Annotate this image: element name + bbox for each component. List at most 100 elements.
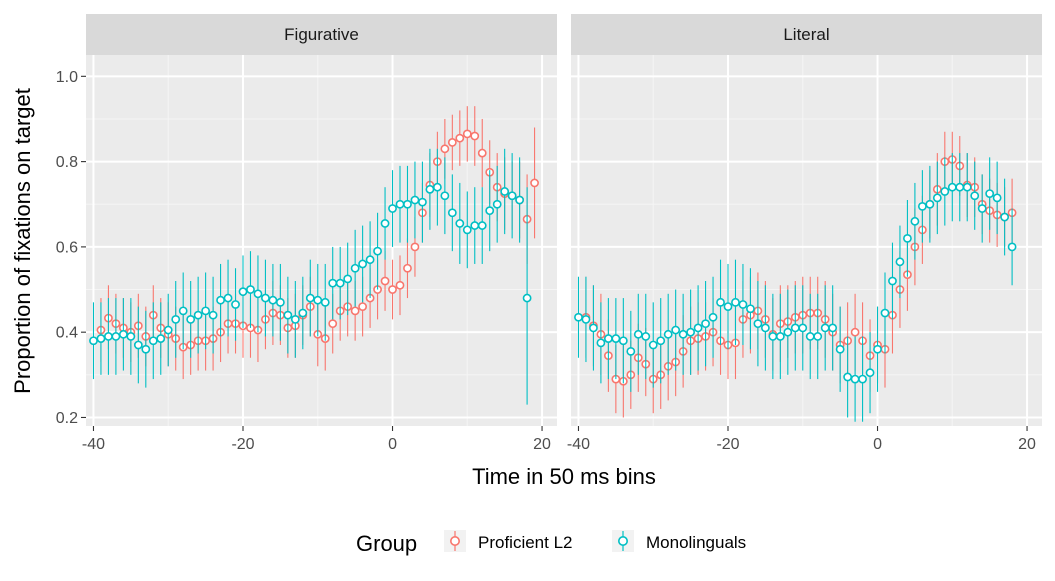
data-point bbox=[246, 285, 255, 294]
data-point bbox=[328, 278, 338, 288]
data-point bbox=[178, 306, 188, 316]
data-point bbox=[708, 312, 718, 322]
y-tick-label: 1.0 bbox=[56, 69, 78, 86]
data-point bbox=[171, 314, 181, 324]
data-point bbox=[350, 263, 360, 273]
data-point bbox=[843, 372, 853, 382]
data-point bbox=[380, 276, 390, 286]
data-point bbox=[201, 306, 211, 316]
data-point bbox=[820, 323, 830, 333]
data-point bbox=[895, 257, 905, 267]
data-point bbox=[343, 274, 353, 284]
data-point bbox=[581, 314, 591, 324]
data-point bbox=[320, 297, 330, 307]
data-point bbox=[530, 178, 539, 188]
data-point bbox=[701, 319, 710, 329]
data-point bbox=[455, 219, 465, 228]
data-point bbox=[828, 323, 838, 333]
strip-title-literal: Literal bbox=[783, 25, 829, 44]
data-point bbox=[873, 344, 882, 354]
data-point bbox=[253, 289, 263, 299]
y-tick-label: 0.4 bbox=[56, 325, 78, 342]
data-point bbox=[89, 336, 98, 346]
data-point bbox=[298, 308, 308, 318]
data-point bbox=[350, 306, 360, 316]
data-point bbox=[992, 193, 1002, 203]
data-point bbox=[425, 184, 435, 194]
data-point bbox=[522, 293, 532, 303]
data-point bbox=[186, 314, 196, 324]
x-tick-label: 20 bbox=[1018, 436, 1036, 453]
data-point bbox=[813, 332, 823, 341]
data-point bbox=[447, 138, 457, 147]
data-point bbox=[603, 334, 613, 343]
data-point bbox=[313, 295, 323, 305]
data-point bbox=[231, 300, 240, 309]
legend-key-monolinguals bbox=[612, 530, 634, 552]
data-point bbox=[611, 334, 621, 343]
data-point bbox=[223, 293, 233, 303]
data-point bbox=[910, 216, 920, 226]
data-point bbox=[932, 193, 942, 203]
legend-label-monolinguals: Monolinguals bbox=[646, 533, 746, 552]
x-tick-label: -20 bbox=[716, 436, 739, 453]
x-tick-label: 20 bbox=[533, 436, 551, 453]
data-point bbox=[492, 199, 502, 209]
data-marks bbox=[89, 106, 1017, 422]
data-point bbox=[462, 129, 472, 139]
legend-title: Group bbox=[356, 531, 417, 556]
data-point bbox=[880, 308, 890, 318]
data-point bbox=[156, 334, 166, 343]
data-point bbox=[328, 319, 338, 329]
data-point bbox=[507, 191, 517, 201]
data-point bbox=[858, 374, 867, 384]
data-point bbox=[903, 233, 912, 243]
data-point bbox=[216, 295, 225, 305]
data-point bbox=[835, 344, 845, 354]
data-point bbox=[305, 293, 315, 303]
data-point bbox=[410, 195, 420, 205]
data-point bbox=[663, 329, 673, 339]
data-point bbox=[618, 336, 628, 346]
legend-key-point bbox=[449, 535, 460, 546]
data-point bbox=[962, 182, 972, 192]
x-tick-label: 0 bbox=[388, 436, 397, 453]
legend-key-proficient-l2 bbox=[444, 530, 466, 552]
data-point bbox=[418, 197, 427, 207]
data-point bbox=[440, 144, 450, 154]
data-point bbox=[447, 208, 457, 218]
data-point bbox=[731, 297, 740, 307]
data-point bbox=[596, 338, 606, 348]
legend-key-point bbox=[617, 535, 628, 546]
data-point bbox=[96, 334, 106, 343]
data-point bbox=[268, 295, 278, 305]
data-point bbox=[1007, 242, 1017, 252]
series-monolinguals-literal bbox=[574, 153, 1017, 422]
data-point bbox=[470, 131, 480, 141]
data-point bbox=[238, 287, 248, 297]
strip-background-literal bbox=[571, 14, 1042, 55]
data-point bbox=[738, 300, 748, 309]
data-point bbox=[477, 221, 487, 230]
legend: Group Proficient L2 Monolinguals bbox=[356, 530, 746, 556]
legend-label-proficient-l2: Proficient L2 bbox=[478, 533, 573, 552]
data-point bbox=[633, 329, 643, 339]
data-point bbox=[925, 199, 935, 209]
data-point bbox=[477, 148, 487, 158]
data-point bbox=[485, 206, 495, 216]
data-point bbox=[970, 191, 980, 201]
data-point bbox=[626, 346, 636, 356]
data-point bbox=[865, 368, 875, 378]
data-point bbox=[716, 297, 725, 307]
data-point bbox=[395, 280, 405, 290]
data-point bbox=[641, 332, 651, 341]
data-point bbox=[805, 332, 815, 341]
data-point bbox=[440, 191, 450, 201]
data-point bbox=[940, 187, 950, 196]
data-point bbox=[395, 199, 405, 209]
data-point bbox=[985, 189, 995, 198]
data-point bbox=[515, 195, 525, 205]
data-point bbox=[290, 314, 300, 324]
data-point bbox=[133, 340, 143, 350]
data-point bbox=[373, 246, 382, 256]
